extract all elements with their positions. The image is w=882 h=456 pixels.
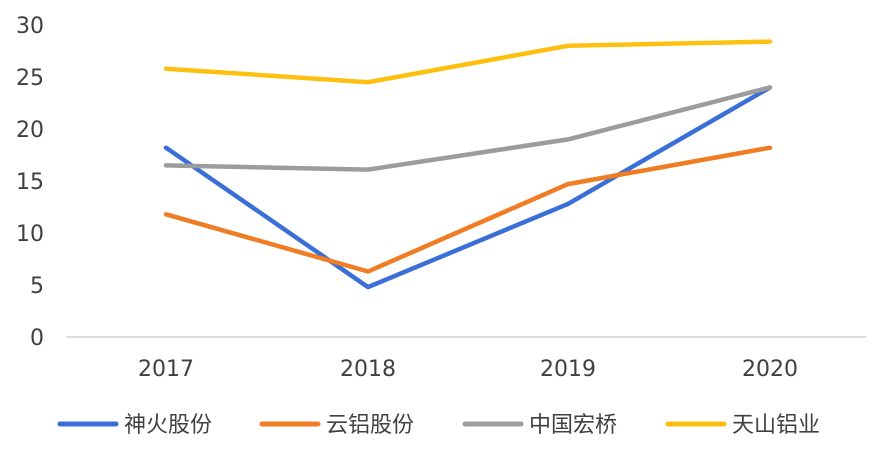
legend-label-1: 神火股份 <box>124 413 212 438</box>
x-axis-tick-labels: 2017 2018 2019 2020 <box>138 357 798 382</box>
x-tick-label: 2018 <box>340 357 396 382</box>
series-line-2 <box>163 145 773 274</box>
x-tick-label: 2019 <box>540 357 596 382</box>
legend-label-4: 天山铝业 <box>732 413 820 438</box>
y-axis-tick-labels: 0 5 10 15 20 25 30 <box>16 14 44 351</box>
legend-label-3: 中国宏桥 <box>529 413 617 438</box>
series-line-1 <box>163 85 773 290</box>
y-tick-label: 15 <box>16 170 44 195</box>
y-tick-label: 0 <box>30 326 44 351</box>
series-line-3 <box>163 85 773 172</box>
series-line-4 <box>163 39 773 85</box>
series-lines <box>163 39 773 290</box>
y-tick-label: 5 <box>30 274 44 299</box>
legend-label-2: 云铝股份 <box>326 413 414 438</box>
y-tick-label: 20 <box>16 118 44 143</box>
legend: 神火股份 云铝股份 中国宏桥 天山铝业 <box>57 413 820 438</box>
x-tick-label: 2020 <box>742 357 798 382</box>
y-tick-label: 25 <box>16 66 44 91</box>
y-tick-label: 10 <box>16 222 44 247</box>
x-tick-label: 2017 <box>138 357 194 382</box>
y-tick-label: 30 <box>16 14 44 39</box>
